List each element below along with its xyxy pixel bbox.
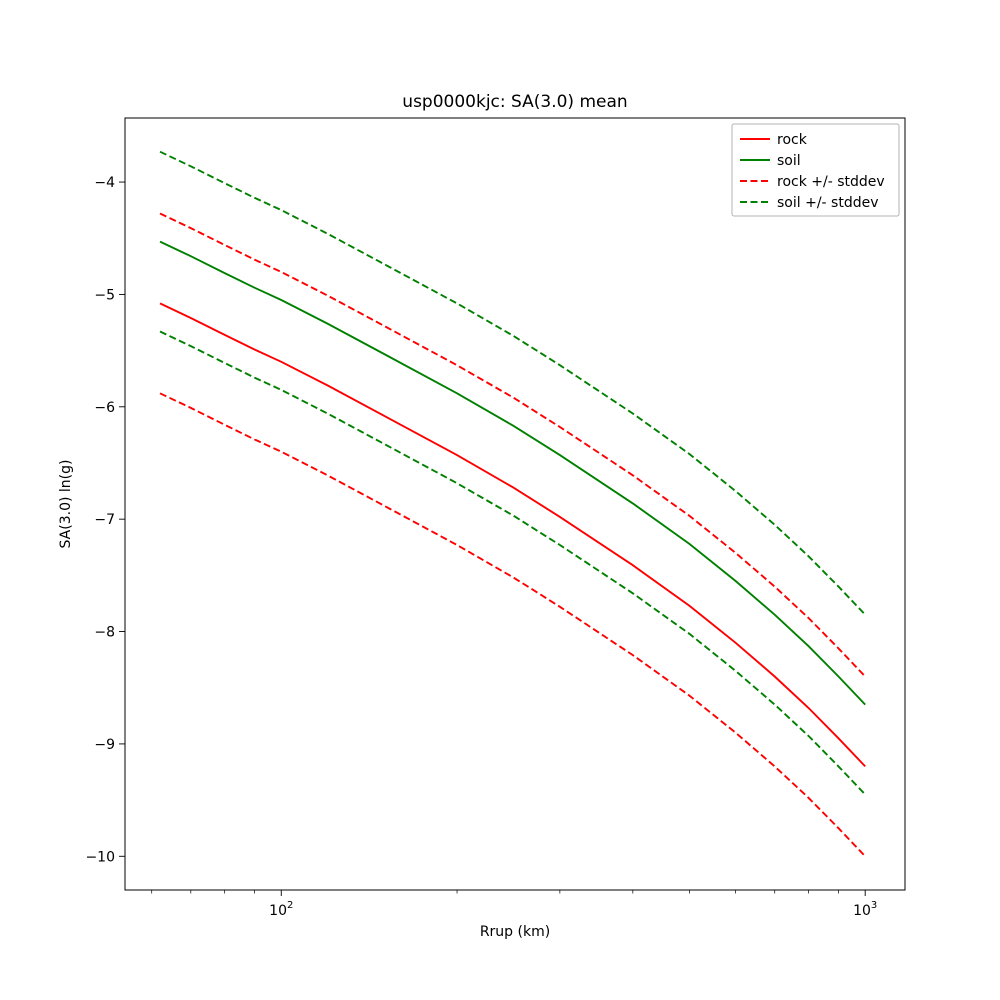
legend-entry-label: rock +/- stddev [777, 174, 885, 190]
y-tick-label: −8 [94, 625, 115, 641]
x-axis-label: Rrup (km) [480, 924, 550, 940]
y-tick-label: −10 [85, 849, 115, 865]
y-tick-label: −6 [94, 400, 115, 416]
legend-entry-label: soil +/- stddev [777, 195, 879, 211]
line-soil-minus-stddev [159, 330, 866, 796]
chart-title: usp0000kjc: SA(3.0) mean [402, 92, 627, 112]
legend-entry-label: rock [777, 132, 808, 148]
y-tick-label: −9 [94, 737, 115, 753]
line-rock [159, 302, 866, 768]
legend-box [731, 123, 900, 217]
line-soil-plus-stddev [159, 150, 866, 616]
legend: rock soil rock +/- stddev soil +/- stddev [731, 123, 900, 217]
y-axis-label: SA(3.0) ln(g) [58, 460, 74, 549]
line-soil [159, 240, 866, 706]
x-tick-label: 102 [269, 900, 293, 919]
axes-frame [124, 117, 906, 891]
x-tick-label: 103 [853, 900, 877, 919]
legend-entry-label: soil [777, 153, 801, 169]
plot-content: −4 −5 −6 −7 −8 −9 −10 102 103 rock soil rock +/- st… [85, 117, 906, 919]
line-rock-plus-stddev [159, 212, 866, 678]
y-tick-label: −4 [94, 175, 115, 191]
line-rock-minus-stddev [159, 392, 866, 857]
y-tick-label: −7 [94, 512, 115, 528]
y-tick-label: −5 [94, 287, 115, 303]
